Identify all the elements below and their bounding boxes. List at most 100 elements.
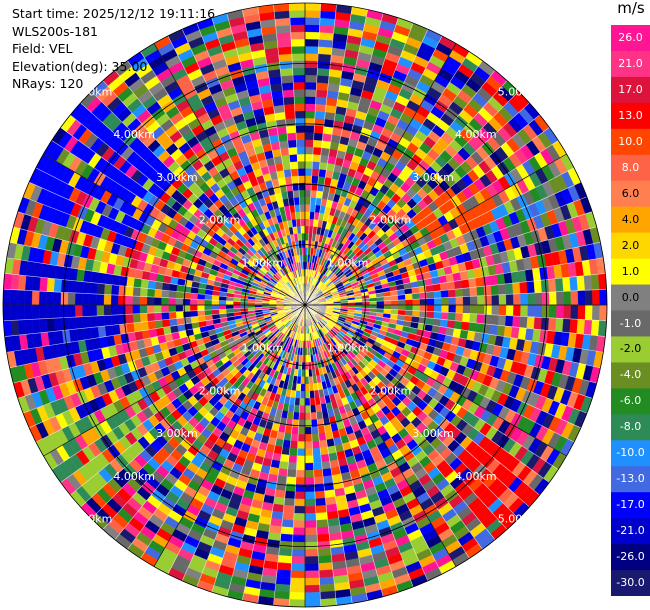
range-gate-cell [527,304,536,318]
range-gate-cell [313,139,323,148]
ray-separator [304,91,519,306]
range-gate-cell [304,412,312,421]
range-gate-cell [218,304,227,310]
range-gate-cell [426,298,435,306]
ray-separator [181,304,306,582]
ray-separator [3,288,306,306]
range-gate-cell [491,304,500,316]
range-gate-cell [304,60,318,69]
range-gate-cell [315,497,327,507]
range-gate-cell [497,283,507,295]
range-gate-cell [569,318,579,334]
range-gate-cell [304,67,318,76]
range-gate-cell [556,304,565,319]
range-gate-cell [125,286,134,297]
range-gate-cell [75,280,84,294]
range-gate-cell [277,468,288,477]
range-gate-cell [295,469,306,478]
range-gate-cell [319,576,335,586]
range-gate-cell [304,132,315,141]
range-gate-cell [81,293,90,306]
ray-separator [304,304,601,369]
range-gate-cell [304,570,320,579]
range-gate-cell [462,313,471,323]
range-gate-cell [304,110,316,119]
range-gate-cell [175,311,184,319]
range-gate-cell [316,519,329,528]
range-gate-cell [89,282,98,295]
range-gate-cell [312,146,322,155]
range-gate-cell [67,316,77,330]
range-gate-cell [313,132,324,141]
range-gate-cell [319,590,336,600]
ray-separator [13,304,306,384]
range-gate-cell [81,304,90,317]
range-gate-cell [592,304,600,321]
range-gate-cell [555,277,564,292]
range-gate-cell [490,314,500,326]
range-gate-cell [288,455,298,464]
range-gate-cell [548,291,557,306]
range-gate-cell [412,298,421,306]
range-gate-cell [453,280,463,290]
range-gate-cell [512,282,521,295]
range-gate-cell [292,412,300,421]
range-gate-cell [304,513,317,521]
range-gate-cell [110,304,119,316]
ray-separator [304,51,470,306]
range-gate-cell [293,513,306,521]
range-gate-cell [313,125,324,134]
range-gate-cell [534,304,543,318]
range-gate-cell [286,469,297,478]
ray-separator [226,304,306,597]
range-gate-cell [320,147,330,157]
range-gate-cell [433,290,442,299]
range-gate-cell [462,304,471,314]
range-gate-cell [291,548,306,557]
ray-separator [304,304,337,606]
range-gate-cell [570,290,579,306]
ray-separator [304,167,575,306]
range-gate-cell [310,412,318,421]
ray-separator [51,304,306,470]
range-gate-cell [440,311,449,321]
range-gate-cell [512,315,521,328]
range-gate-cell [204,299,212,306]
range-gate-cell [296,455,306,464]
range-gate-cell [476,313,485,324]
range-gate-cell [527,292,536,306]
range-gate-cell [455,288,464,298]
range-gate-cell [547,317,557,332]
ray-separator [288,304,306,607]
range-gate-cell [315,512,328,521]
range-gate-cell [304,45,319,54]
ray-separator [304,17,399,306]
range-gate-cell [304,225,310,234]
range-gate-cell [314,110,326,120]
range-gate-cell [147,280,157,290]
range-gate-cell [469,295,478,306]
range-gate-cell [441,297,449,306]
range-gate-cell [225,300,234,306]
range-gate-cell [161,304,169,313]
range-gate-cell [318,569,334,579]
range-gate-cell [304,175,312,184]
range-gate-cell [110,314,120,326]
range-gate-cell [519,281,528,294]
range-gate-cell [304,383,310,392]
ray-separator [304,304,606,337]
range-gate-cell [139,296,148,306]
range-gate-cell [24,275,34,291]
range-gate-cell [315,89,328,98]
range-gate-cell [31,276,41,292]
range-gate-cell [304,211,311,219]
range-gate-cell [304,391,311,399]
ray-separator [304,304,519,519]
range-gate-cell [569,276,579,292]
range-gate-cell [126,276,135,288]
range-gate-cell [316,75,330,84]
ray-separator [304,304,414,588]
range-gate-cell [10,289,18,306]
range-gate-cell [477,304,485,315]
range-gate-cell [17,319,27,336]
